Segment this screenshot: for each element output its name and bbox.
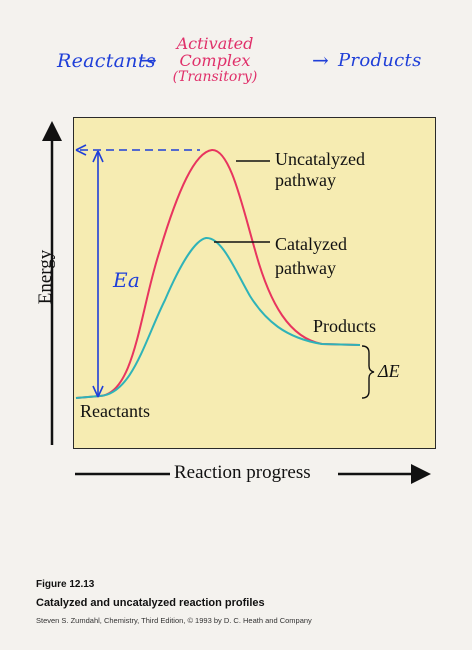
uncatalyzed-label-line1: Uncatalyzed	[275, 149, 365, 169]
catalyzed-label-line2: pathway	[275, 258, 336, 278]
ea-label: Ea	[113, 268, 141, 292]
figure-citation: Steven S. Zumdahl, Chemistry, Third Edit…	[36, 616, 312, 625]
delta-e-brace	[361, 345, 375, 399]
uncatalyzed-label: Uncatalyzed pathway	[275, 149, 365, 191]
uncatalyzed-label-line2: pathway	[275, 170, 336, 190]
handwritten-arrow-2: →	[312, 48, 330, 72]
catalyzed-curve	[75, 236, 361, 399]
handwritten-products: Products	[338, 50, 422, 71]
handwritten-activated-line1: Activated	[176, 34, 254, 53]
plot-panel	[73, 117, 436, 449]
handwritten-activated-line2: Complex	[179, 50, 251, 70]
figure-title: Catalyzed and uncatalyzed reaction profi…	[36, 597, 265, 609]
catalyzed-label: Catalyzed pathway	[275, 232, 347, 280]
catalyzed-label-line1: Catalyzed	[275, 234, 347, 254]
ea-bottom-arrowhead	[92, 385, 104, 398]
handwritten-activated-complex: Activated Complex (Transitory)	[160, 34, 270, 85]
handwritten-activated-line3: (Transitory)	[172, 68, 258, 85]
uncatalyzed-curve	[75, 148, 361, 399]
products-label: Products	[313, 316, 376, 336]
y-axis-label: Energy	[35, 249, 56, 305]
handwritten-reactants: Reactants	[57, 50, 156, 72]
handwritten-arrow-1: →	[140, 48, 158, 72]
figure-number: Figure 12.13	[36, 579, 95, 590]
reactants-label: Reactants	[80, 401, 150, 421]
ea-left-arrowhead	[75, 144, 87, 156]
delta-e-label: ΔE	[378, 361, 400, 381]
x-axis-label: Reaction progress	[174, 462, 311, 483]
ea-top-arrowhead	[92, 150, 104, 163]
